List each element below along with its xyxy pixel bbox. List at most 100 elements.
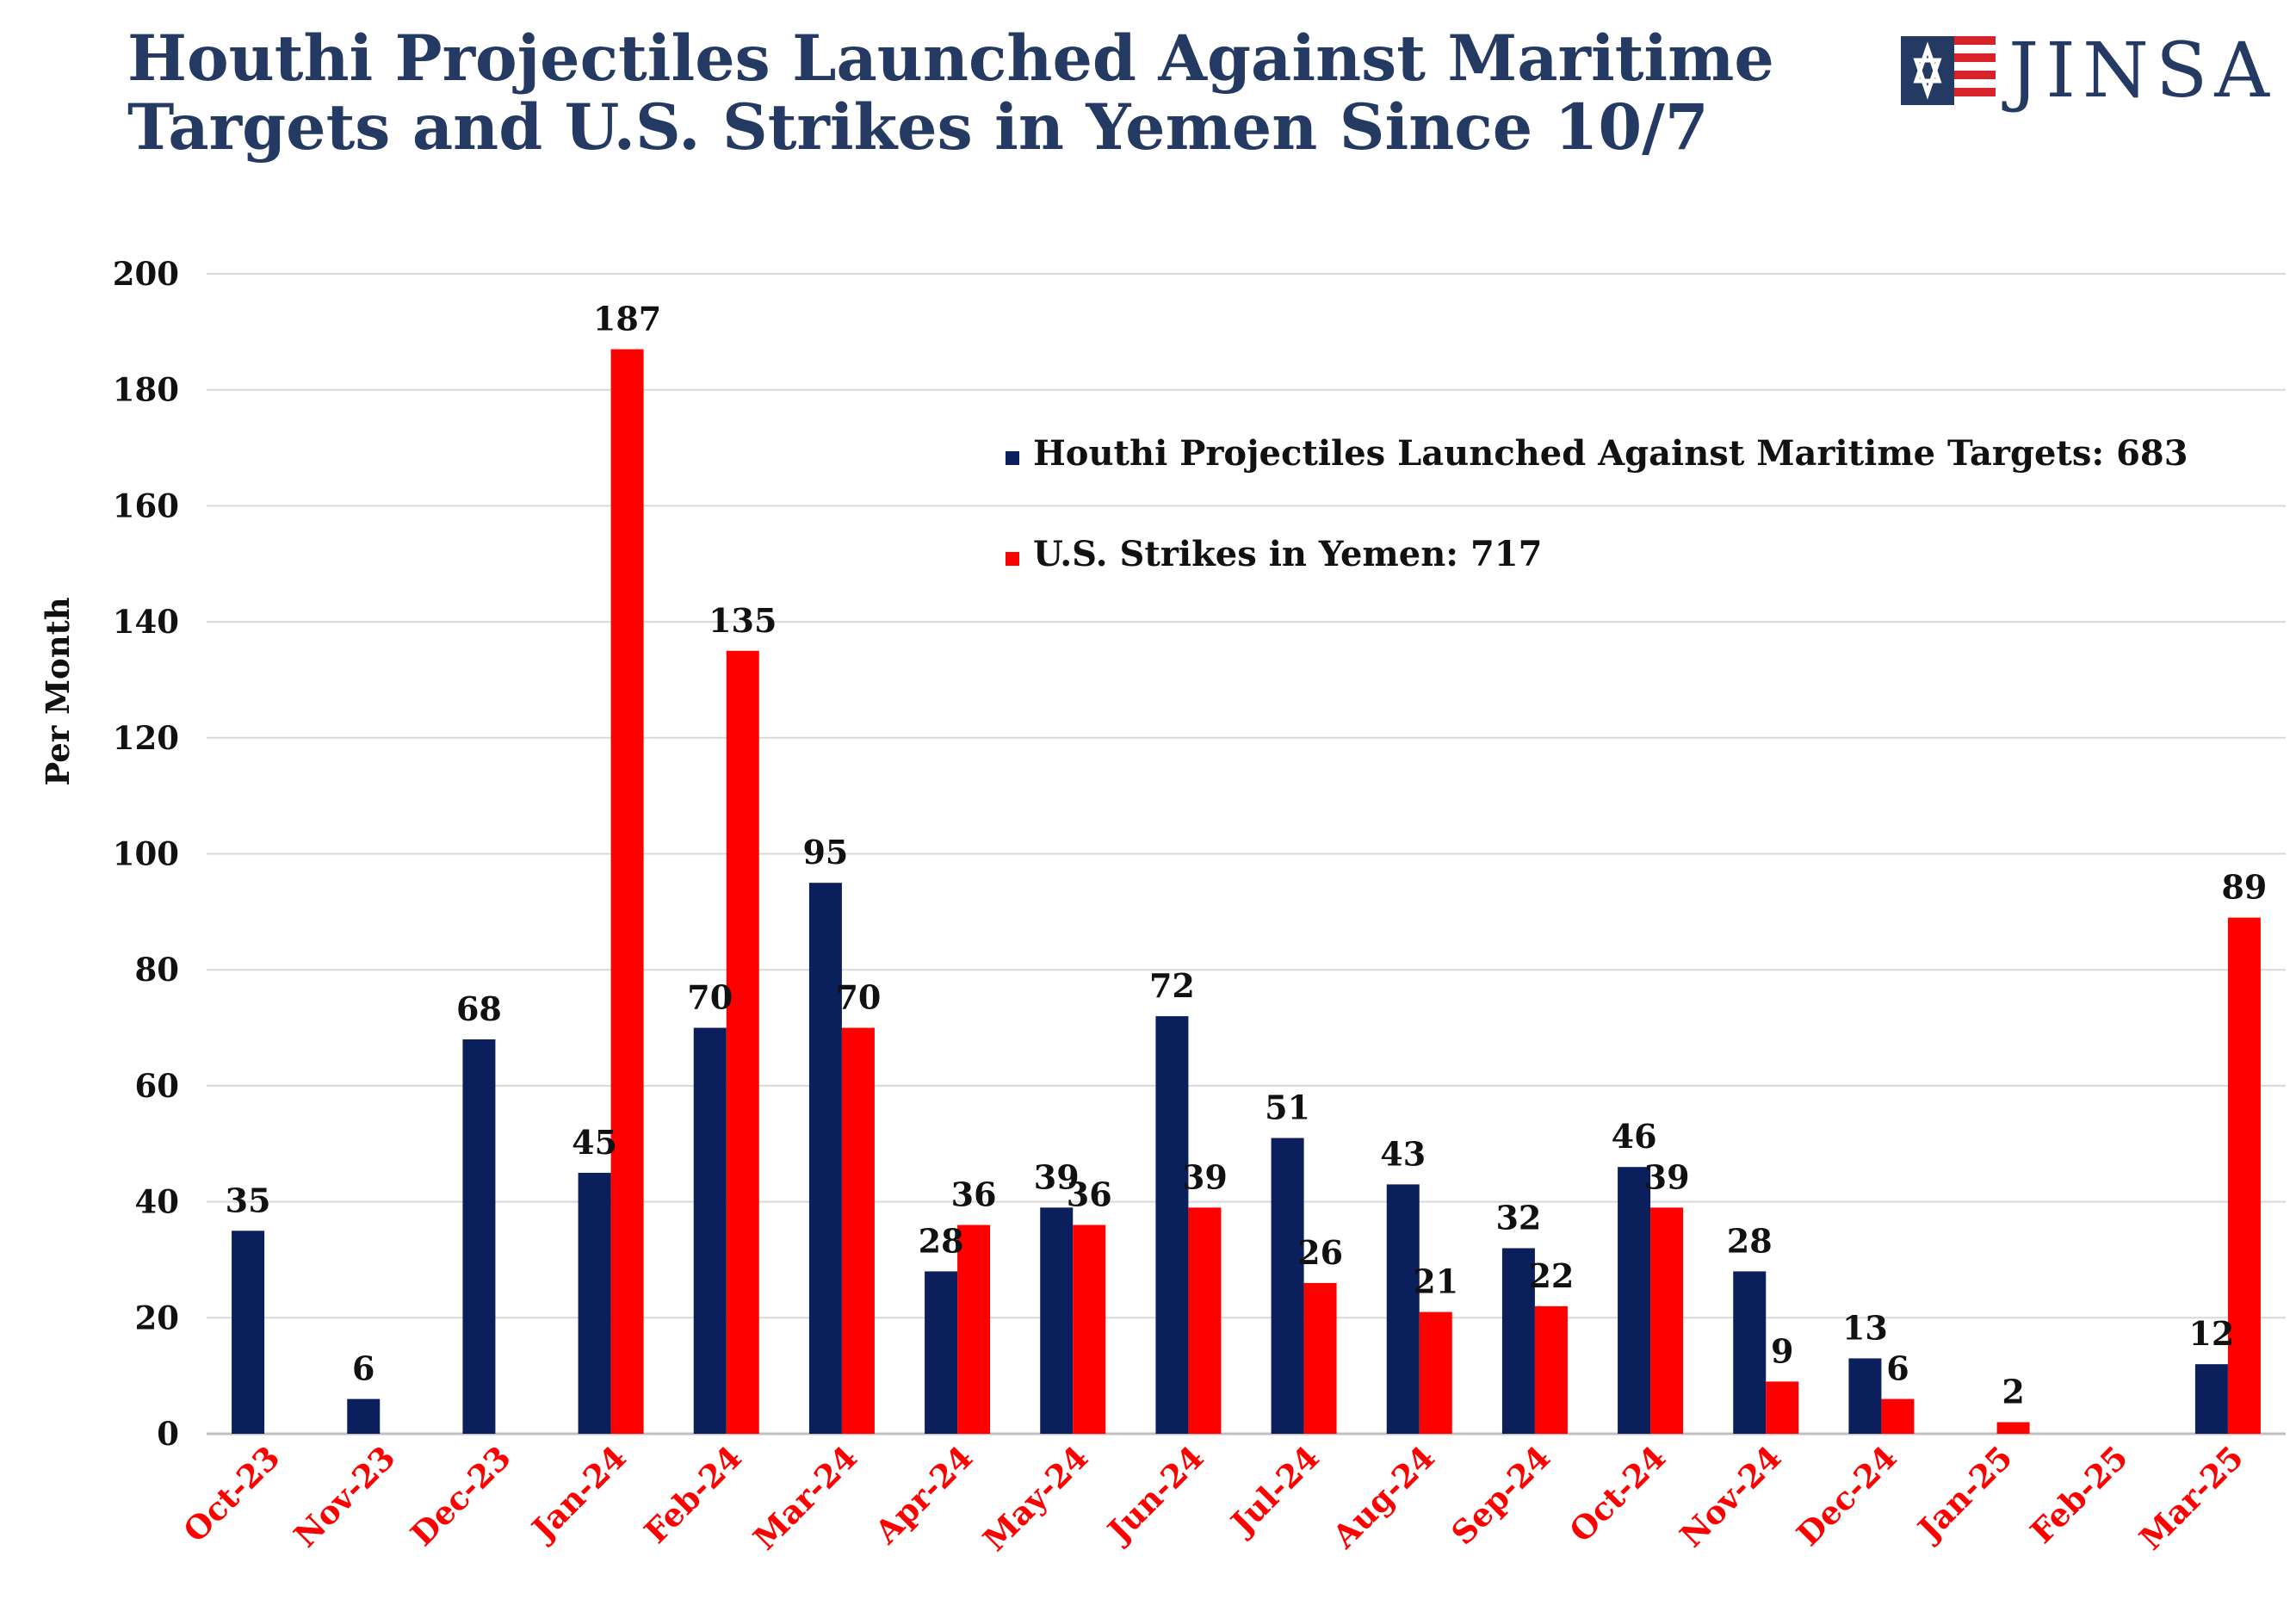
us-strike-bar-may-24 bbox=[1073, 1225, 1106, 1434]
houthi-bar-apr-24 bbox=[925, 1271, 958, 1434]
houthi-bar-nov-23 bbox=[347, 1398, 381, 1434]
us-strike-value-label: 70 bbox=[835, 978, 881, 1017]
x-tick-label: Mar-24 bbox=[746, 1438, 864, 1557]
flag-star-icon bbox=[1901, 36, 1996, 105]
x-tick-label: Sep-24 bbox=[1444, 1438, 1557, 1552]
houthi-bar-oct-24 bbox=[1618, 1167, 1651, 1434]
y-tick-label: 180 bbox=[113, 371, 179, 409]
us-strike-value-label: 9 bbox=[1771, 1331, 1793, 1370]
us-strike-bar-aug-24 bbox=[1419, 1311, 1452, 1434]
houthi-value-label: 68 bbox=[456, 989, 502, 1028]
houthi-value-label: 45 bbox=[572, 1123, 617, 1162]
y-tick-label: 60 bbox=[135, 1067, 180, 1105]
jinsa-logo: JINSA bbox=[1901, 26, 2269, 114]
us-strike-bar-jan-24 bbox=[610, 349, 644, 1435]
y-tick-label: 80 bbox=[135, 951, 180, 989]
y-tick-label: 140 bbox=[113, 603, 179, 641]
x-tick-label: Oct-23 bbox=[176, 1438, 287, 1549]
houthi-value-label: 46 bbox=[1612, 1117, 1657, 1156]
us-strike-value-label: 187 bbox=[593, 300, 661, 338]
y-axis-ticks: 0 20 40 60 80 100 120 140 160 180 200 bbox=[113, 255, 179, 1453]
x-tick-label: Oct-24 bbox=[1562, 1438, 1673, 1549]
y-tick-label: 100 bbox=[113, 835, 179, 873]
houthi-bar-may-24 bbox=[1040, 1207, 1074, 1434]
houthi-value-label: 6 bbox=[352, 1349, 374, 1388]
x-tick-label: May-24 bbox=[975, 1438, 1095, 1558]
houthi-bar-jun-24 bbox=[1155, 1016, 1189, 1434]
houthi-bar-nov-24 bbox=[1733, 1271, 1767, 1434]
us-strike-value-label: 36 bbox=[951, 1175, 997, 1214]
us-strike-bar-jul-24 bbox=[1303, 1282, 1337, 1434]
x-tick-label: Jun-24 bbox=[1098, 1438, 1211, 1551]
chart-title: Houthi Projectiles Launched Against Mari… bbox=[127, 24, 1849, 162]
y-axis-label: Per Month bbox=[39, 597, 77, 785]
x-tick-label: Dec-24 bbox=[1789, 1438, 1904, 1553]
us-strike-value-label: 2 bbox=[2002, 1373, 2024, 1411]
bars bbox=[232, 349, 2261, 1435]
houthi-bar-mar-24 bbox=[808, 883, 842, 1434]
us-strike-bar-jan-25 bbox=[1996, 1422, 2030, 1434]
houthi-value-label: 12 bbox=[2188, 1314, 2234, 1353]
houthi-value-label: 72 bbox=[1149, 966, 1195, 1005]
houthi-bar-mar-25 bbox=[2194, 1364, 2228, 1434]
x-tick-label: Dec-23 bbox=[403, 1438, 518, 1553]
us-strike-value-label: 135 bbox=[709, 601, 777, 640]
houthi-value-label: 28 bbox=[1727, 1221, 1773, 1260]
houthi-value-label: 35 bbox=[226, 1181, 271, 1219]
x-tick-label: Nov-23 bbox=[287, 1438, 403, 1554]
x-tick-label: Nov-24 bbox=[1673, 1438, 1789, 1554]
x-tick-label: Mar-25 bbox=[2132, 1438, 2250, 1557]
us-strike-bar-nov-24 bbox=[1766, 1381, 1799, 1434]
us-strike-bar-dec-24 bbox=[1881, 1398, 1915, 1434]
houthi-value-label: 13 bbox=[1842, 1308, 1888, 1347]
x-tick-label: Jan-24 bbox=[523, 1438, 634, 1549]
x-tick-label: Jul-24 bbox=[1222, 1438, 1327, 1543]
y-tick-label: 0 bbox=[157, 1415, 179, 1453]
y-tick-label: 20 bbox=[135, 1299, 180, 1336]
legend-houthi-label: Houthi Projectiles Launched Against Mari… bbox=[1033, 433, 2188, 474]
houthi-bar-feb-24 bbox=[693, 1027, 727, 1434]
legend-houthi-swatch bbox=[1006, 451, 1019, 465]
houthi-value-label: 32 bbox=[1495, 1198, 1541, 1237]
gridlines bbox=[207, 273, 2286, 1435]
houthi-value-label: 39 bbox=[1034, 1157, 1080, 1196]
y-tick-label: 120 bbox=[113, 719, 179, 757]
x-tick-label: Apr-24 bbox=[867, 1438, 980, 1551]
houthi-bar-sep-24 bbox=[1501, 1248, 1535, 1434]
houthi-value-label: 43 bbox=[1380, 1134, 1426, 1173]
x-tick-label: Feb-24 bbox=[637, 1438, 749, 1550]
houthi-bar-jul-24 bbox=[1271, 1138, 1304, 1434]
legend: Houthi Projectiles Launched Against Mari… bbox=[1006, 433, 2188, 574]
us-strike-value-label: 39 bbox=[1182, 1157, 1228, 1196]
data-labels: 35 6 68 45 70 95 28 39 72 51 43 32 46 28 13 12 187 135 70 3… bbox=[226, 300, 2268, 1411]
x-tick-label: Aug-24 bbox=[1324, 1438, 1442, 1556]
x-tick-label: Feb-25 bbox=[2023, 1438, 2135, 1550]
us-strike-value-label: 22 bbox=[1528, 1256, 1574, 1295]
us-strike-value-label: 89 bbox=[2221, 868, 2267, 907]
y-tick-label: 200 bbox=[113, 255, 179, 293]
us-strike-bar-apr-24 bbox=[957, 1225, 991, 1434]
houthi-bar-oct-23 bbox=[232, 1231, 265, 1434]
houthi-value-label: 70 bbox=[687, 978, 733, 1017]
x-tick-label: Jan-25 bbox=[1909, 1438, 2020, 1549]
us-strike-value-label: 26 bbox=[1297, 1233, 1343, 1272]
us-strike-value-label: 36 bbox=[1067, 1175, 1112, 1214]
legend-us-swatch bbox=[1006, 552, 1019, 566]
houthi-value-label: 95 bbox=[802, 833, 848, 871]
us-strike-bar-sep-24 bbox=[1534, 1305, 1568, 1434]
us-strike-bar-oct-24 bbox=[1650, 1207, 1684, 1434]
houthi-value-label: 28 bbox=[919, 1221, 964, 1260]
chart-title-line-2: Targets and U.S. Strikes in Yemen Since … bbox=[127, 90, 1709, 164]
y-tick-label: 160 bbox=[113, 487, 179, 524]
chart-title-line-1: Houthi Projectiles Launched Against Mari… bbox=[127, 22, 1774, 96]
us-strike-bar-feb-24 bbox=[726, 650, 759, 1434]
logo-text: JINSA bbox=[2008, 26, 2276, 115]
legend-us-label: U.S. Strikes in Yemen: 717 bbox=[1033, 534, 1542, 574]
houthi-value-label: 51 bbox=[1265, 1088, 1310, 1127]
y-tick-label: 40 bbox=[135, 1183, 180, 1221]
houthi-bar-dec-24 bbox=[1848, 1358, 1882, 1434]
houthi-bar-aug-24 bbox=[1386, 1184, 1420, 1434]
us-strike-bar-mar-25 bbox=[2227, 917, 2261, 1434]
